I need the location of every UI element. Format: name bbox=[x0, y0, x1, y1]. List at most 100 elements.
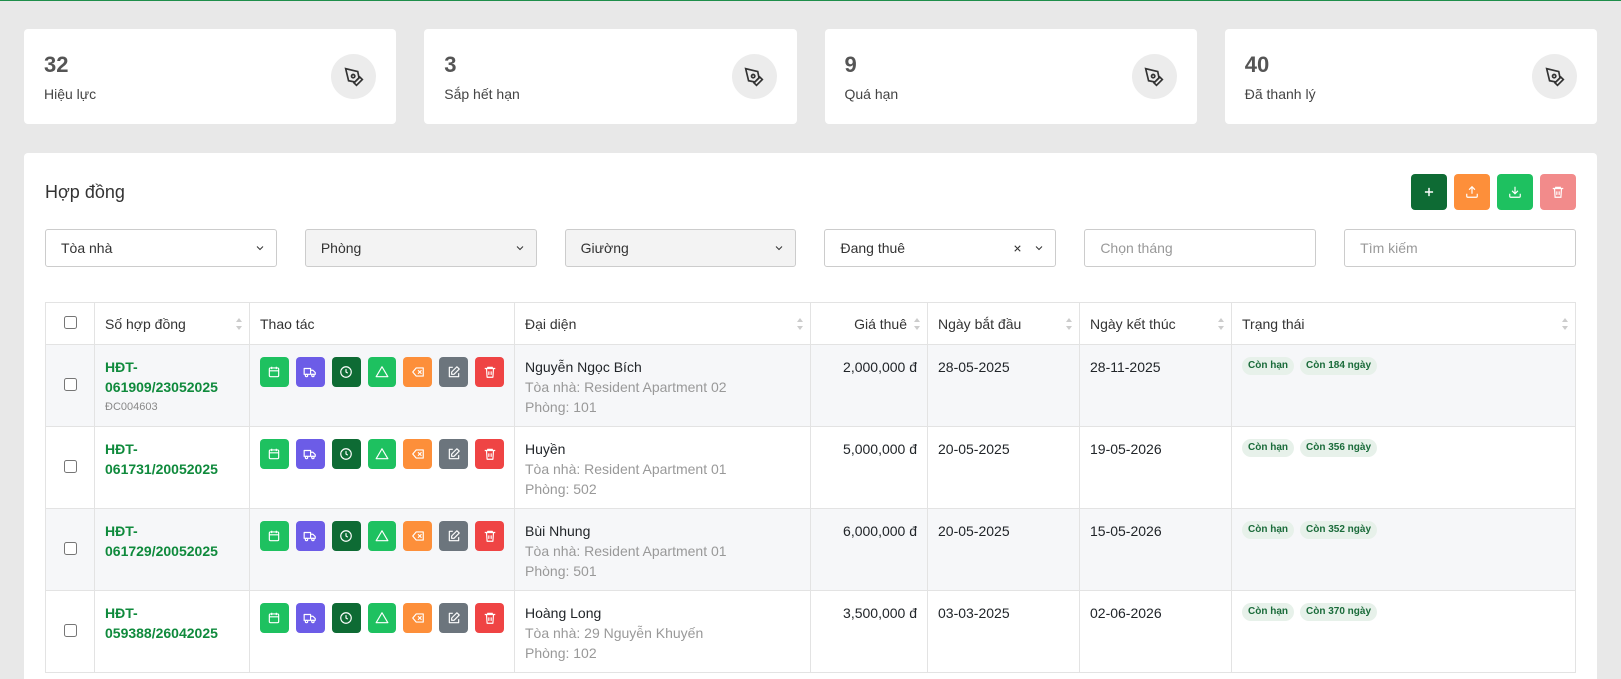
col-label: Số hợp đồng bbox=[105, 315, 186, 332]
chevron-down-icon bbox=[256, 246, 264, 251]
edit-action-button[interactable] bbox=[439, 439, 469, 469]
table-row: HĐT- 061731/20052025 Huyền Tòa nhà: Resid… bbox=[45, 426, 1576, 509]
contract-code-link[interactable]: HĐT- 061909/23052025 bbox=[105, 357, 239, 397]
search-input[interactable]: Tìm kiếm bbox=[1344, 229, 1576, 267]
contract-no-cell: HĐT- 061909/23052025 ĐC004603 bbox=[94, 344, 250, 427]
trash-action-button[interactable] bbox=[475, 357, 505, 387]
stat-value: 40 bbox=[1244, 51, 1270, 77]
stat-label: Hiệu lực bbox=[44, 85, 97, 102]
truck-action-button[interactable] bbox=[295, 439, 325, 469]
edit-action-button[interactable] bbox=[439, 357, 469, 387]
col-label: Ngày kết thúc bbox=[1090, 315, 1176, 332]
table-row: HĐT- 061909/23052025 ĐC004603 Nguyễn Ngọc… bbox=[45, 344, 1576, 427]
status-select[interactable]: Đang thuê bbox=[824, 229, 1057, 267]
edit-icon bbox=[448, 612, 460, 624]
end-date-cell: 02-06-2026 bbox=[1079, 590, 1232, 673]
status-cell: Còn hạn Còn 352 ngày bbox=[1231, 508, 1576, 591]
contract-code-prefix: HĐT- bbox=[105, 359, 138, 375]
col-contract-no[interactable]: Số hợp đồng bbox=[94, 302, 250, 345]
clock-action-button[interactable] bbox=[331, 357, 361, 387]
building-select-value: Tòa nhà bbox=[61, 240, 113, 256]
warning-icon bbox=[375, 366, 389, 378]
warning-action-button[interactable] bbox=[367, 357, 397, 387]
clear-icon[interactable] bbox=[1012, 243, 1023, 254]
building-name: Tòa nhà: Resident Apartment 01 bbox=[525, 543, 727, 559]
row-checkbox[interactable] bbox=[63, 623, 77, 637]
calendar-action-button[interactable] bbox=[260, 603, 289, 633]
edit-action-button[interactable] bbox=[439, 521, 469, 551]
row-actions bbox=[260, 439, 505, 469]
truck-action-button[interactable] bbox=[295, 603, 325, 633]
warning-icon bbox=[375, 448, 389, 460]
backspace-action-button[interactable] bbox=[403, 521, 433, 551]
warning-action-button[interactable] bbox=[367, 521, 397, 551]
col-price[interactable]: Giá thuê bbox=[810, 302, 928, 345]
col-status[interactable]: Trạng thái bbox=[1231, 302, 1576, 345]
stat-card-overdue: 9 Quá hạn bbox=[824, 29, 1197, 124]
toolbar bbox=[1411, 174, 1576, 210]
download-button[interactable] bbox=[1497, 174, 1533, 210]
edit-icon bbox=[448, 448, 460, 460]
chevron-down-icon bbox=[516, 246, 524, 251]
trash-action-button[interactable] bbox=[475, 521, 505, 551]
col-label: Đại diện bbox=[525, 315, 577, 332]
col-end-date[interactable]: Ngày kết thúc bbox=[1079, 302, 1232, 345]
pen-tool-icon bbox=[331, 54, 377, 99]
clock-action-button[interactable] bbox=[331, 521, 361, 551]
status-select-value: Đang thuê bbox=[840, 240, 906, 256]
edit-action-button[interactable] bbox=[439, 603, 469, 633]
end-date-cell: 19-05-2026 bbox=[1079, 426, 1232, 509]
row-actions bbox=[260, 603, 505, 633]
clock-action-button[interactable] bbox=[331, 603, 361, 633]
contract-no-cell: HĐT- 059388/26042025 bbox=[94, 590, 250, 673]
trash-icon bbox=[484, 530, 495, 542]
stat-label: Quá hạn bbox=[844, 85, 899, 102]
warning-icon bbox=[375, 530, 389, 542]
row-checkbox[interactable] bbox=[63, 377, 77, 391]
clock-icon bbox=[340, 530, 352, 542]
delete-button[interactable] bbox=[1540, 174, 1576, 210]
backspace-icon bbox=[412, 531, 424, 541]
backspace-action-button[interactable] bbox=[403, 439, 433, 469]
clock-action-button[interactable] bbox=[331, 439, 361, 469]
col-representative[interactable]: Đại diện bbox=[514, 302, 811, 345]
room-select[interactable]: Phòng bbox=[304, 229, 537, 267]
calendar-action-button[interactable] bbox=[260, 357, 289, 387]
select-all-checkbox[interactable] bbox=[63, 315, 77, 329]
truck-action-button[interactable] bbox=[295, 357, 325, 387]
contract-code-link[interactable]: HĐT- 061729/20052025 bbox=[105, 521, 239, 561]
warning-action-button[interactable] bbox=[367, 603, 397, 633]
trash-action-button[interactable] bbox=[475, 603, 505, 633]
calendar-action-button[interactable] bbox=[260, 439, 289, 469]
truck-action-button[interactable] bbox=[295, 521, 325, 551]
clock-icon bbox=[340, 448, 352, 460]
contracts-panel: Hợp đồng Tòa nhà Phòng Giường bbox=[24, 153, 1597, 679]
col-actions: Thao tác bbox=[249, 302, 515, 345]
remaining-days-badge: Còn 356 ngày bbox=[1300, 439, 1378, 457]
backspace-action-button[interactable] bbox=[403, 357, 433, 387]
room-name: Phòng: 102 bbox=[525, 645, 597, 661]
bed-select[interactable]: Giường bbox=[564, 229, 797, 267]
remaining-days-badge: Còn 184 ngày bbox=[1300, 357, 1378, 375]
warning-action-button[interactable] bbox=[367, 439, 397, 469]
room-name: Phòng: 502 bbox=[525, 481, 597, 497]
row-checkbox[interactable] bbox=[63, 541, 77, 555]
calendar-icon bbox=[269, 366, 280, 378]
calendar-action-button[interactable] bbox=[260, 521, 289, 551]
backspace-action-button[interactable] bbox=[403, 603, 433, 633]
backspace-icon bbox=[412, 367, 424, 377]
price-cell: 6,000,000 đ bbox=[810, 508, 928, 591]
trash-action-button[interactable] bbox=[475, 439, 505, 469]
month-picker[interactable]: Chọn tháng bbox=[1084, 229, 1317, 267]
building-select[interactable]: Tòa nhà bbox=[45, 229, 277, 267]
stat-card-expiring: 3 Sắp hết hạn bbox=[424, 29, 797, 124]
chevron-down-icon bbox=[1035, 246, 1043, 251]
contract-code-link[interactable]: HĐT- 061731/20052025 bbox=[105, 439, 239, 479]
upload-button[interactable] bbox=[1454, 174, 1490, 210]
edit-icon bbox=[448, 530, 460, 542]
contract-code-link[interactable]: HĐT- 059388/26042025 bbox=[105, 603, 239, 643]
col-start-date[interactable]: Ngày bắt đầu bbox=[927, 302, 1080, 345]
add-button[interactable] bbox=[1411, 174, 1447, 210]
download-icon bbox=[1509, 186, 1521, 198]
row-checkbox[interactable] bbox=[63, 459, 77, 473]
